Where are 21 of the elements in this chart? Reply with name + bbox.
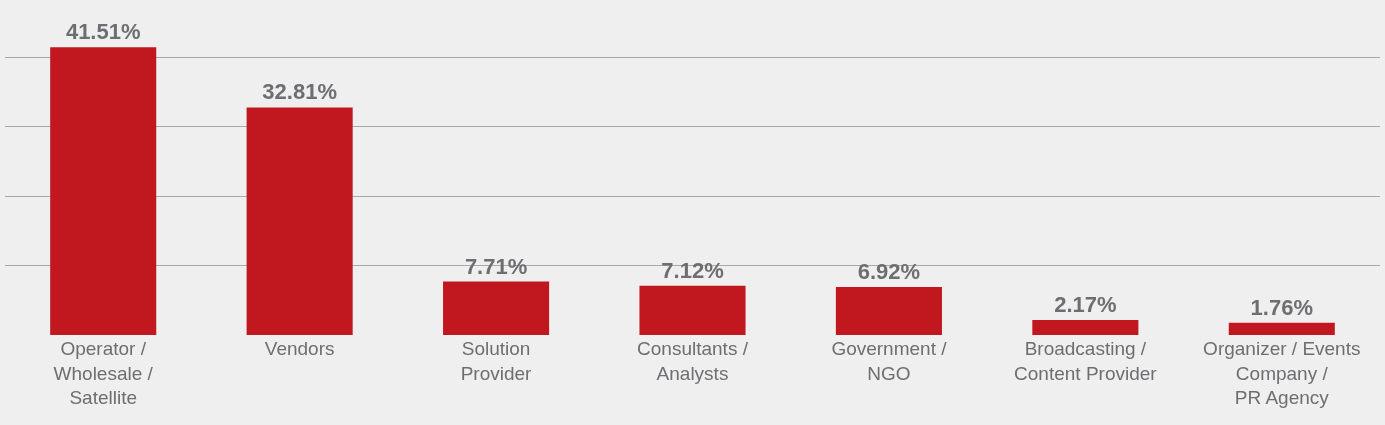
bar (443, 281, 550, 335)
x-tick-label: Broadcasting / Content Provider (1014, 338, 1158, 384)
x-tick-label: Operator / Wholesale / Satellite (53, 338, 154, 409)
bar (835, 287, 942, 335)
data-label: 1.76% (1250, 294, 1313, 320)
data-label: 6.92% (857, 259, 921, 285)
bar (639, 285, 746, 335)
x-tick-label: Consultants / Analysts (637, 338, 749, 384)
bar (50, 47, 157, 335)
data-label: 41.51% (65, 19, 141, 45)
x-tick-label: Government / NGO (831, 338, 948, 384)
bar (1228, 322, 1335, 335)
x-tick-label: Solution Provider (460, 338, 533, 384)
data-label: 7.71% (464, 253, 528, 279)
bar (1032, 319, 1139, 335)
data-label: 32.81% (262, 79, 337, 105)
x-tick-label: Organizer / Events Company / PR Agency (1203, 338, 1361, 409)
bar (246, 107, 353, 335)
data-label: 7.12% (661, 257, 724, 283)
data-label: 2.17% (1054, 291, 1117, 317)
x-tick-label: Vendors (264, 338, 335, 359)
